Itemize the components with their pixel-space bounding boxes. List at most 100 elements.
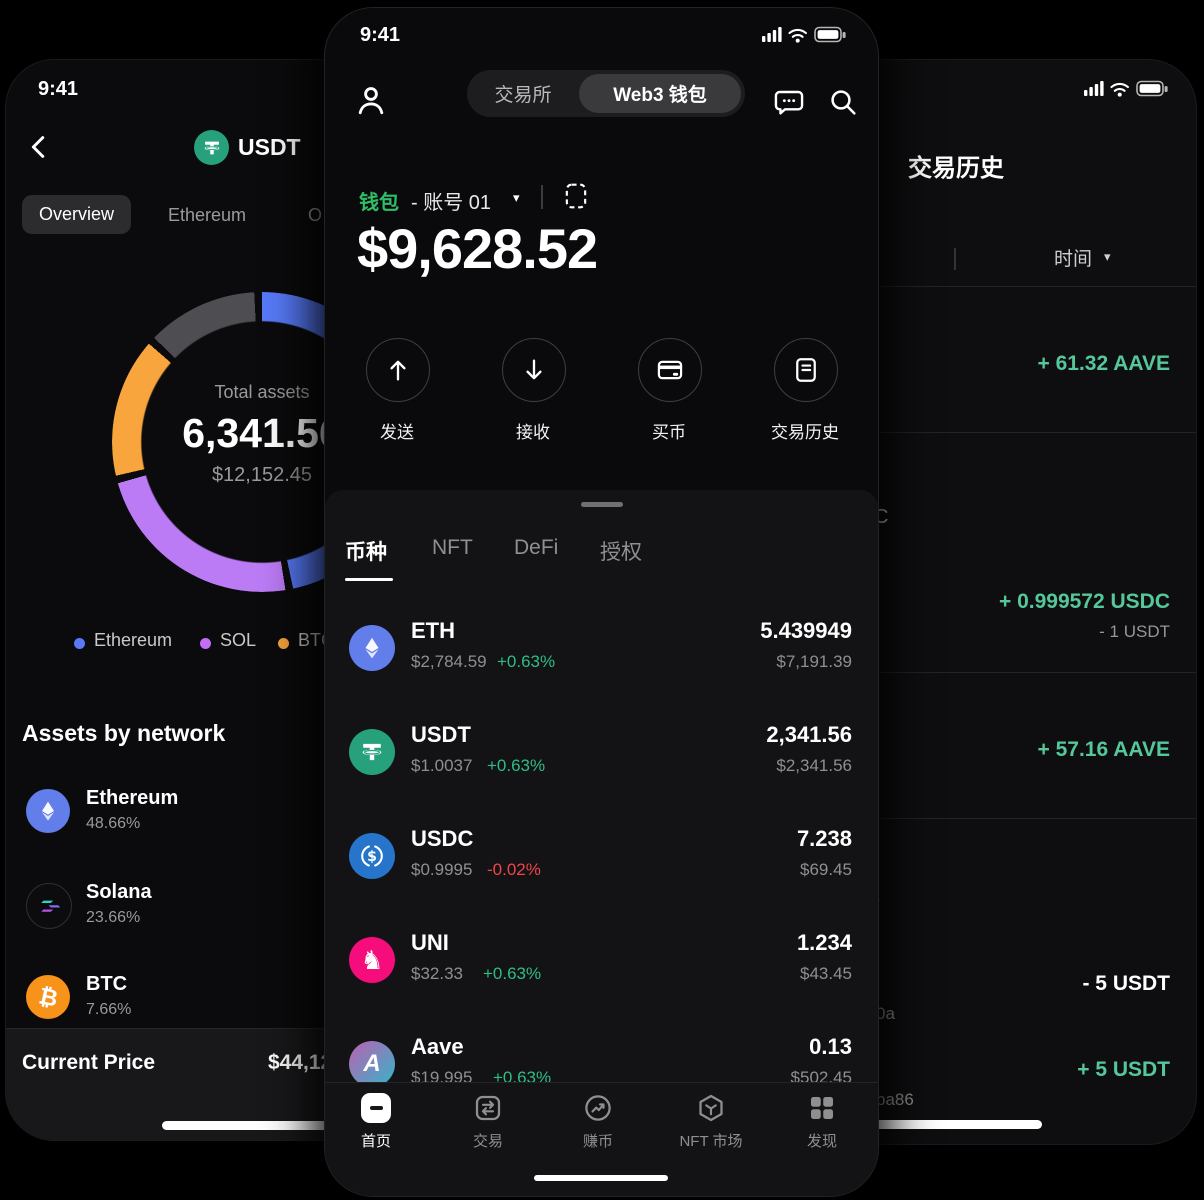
token-fiat: $2,341.56 <box>776 756 852 775</box>
token-fiat: $69.45 <box>800 860 852 879</box>
drag-handle[interactable] <box>581 502 623 507</box>
segment-web3-wallet[interactable]: Web3 钱包 <box>579 74 741 113</box>
wifi-icon <box>1110 82 1129 92</box>
network-name[interactable]: BTC <box>86 973 128 995</box>
token-change: -0.02% <box>487 860 541 879</box>
search-button[interactable] <box>827 86 859 118</box>
eth-icon <box>349 625 395 671</box>
legend-label-sol: SOL <box>220 630 257 650</box>
earn-icon <box>585 1095 611 1121</box>
battery-icon <box>1136 80 1168 97</box>
token-row-eth[interactable]: ETH $2,784.59 +0.63% 5.439949 $7,191.39 <box>325 596 878 700</box>
network-name[interactable]: Ethereum <box>86 787 179 809</box>
tab-coins[interactable]: 币种 <box>345 541 387 564</box>
token-row-usdc[interactable]: $ USDC $0.9995 -0.02% 7.238 $69.45 <box>325 804 878 908</box>
chat-icon <box>774 90 804 115</box>
arrow-up-icon <box>390 360 406 381</box>
send-button[interactable] <box>366 338 430 402</box>
tx-row[interactable]: + 57.16 AAVE <box>1037 738 1171 761</box>
token-amount: 2,341.56 <box>766 722 852 747</box>
btc-glyph: ₿ <box>36 981 60 1012</box>
uni-icon: ♞ <box>349 937 395 983</box>
home-indicator <box>162 1121 338 1130</box>
tx-row[interactable]: + 0.999572 USDC <box>998 590 1170 613</box>
tx-partial-address: 0a <box>876 1004 895 1023</box>
document-icon <box>796 358 816 382</box>
tab-partial[interactable]: O <box>308 205 323 225</box>
network-icon-ethereum <box>26 789 70 833</box>
nav-nft-market[interactable]: NFT 市场 <box>656 1093 766 1151</box>
account-caret-icon[interactable]: ▾ <box>513 190 520 205</box>
time-filter[interactable]: 时间 <box>1054 249 1093 270</box>
tab-overview[interactable]: Overview <box>22 195 132 234</box>
divider <box>541 185 543 209</box>
scan-icon <box>565 183 587 209</box>
history-button[interactable] <box>774 338 838 402</box>
nav-earn[interactable]: 赚币 <box>543 1093 653 1151</box>
total-balance: $9,628.52 <box>357 217 598 280</box>
back-button[interactable] <box>24 132 54 162</box>
grid-icon <box>811 1097 833 1119</box>
current-price-value: $44,12 <box>268 1051 333 1074</box>
network-name[interactable]: Solana <box>86 881 152 903</box>
buy-crypto-button[interactable] <box>638 338 702 402</box>
network-icon-solana <box>26 883 72 929</box>
token-row-aave[interactable]: A Aave $19.995 +0.63% 0.13 $502.45 <box>325 1012 878 1116</box>
receive-button[interactable] <box>502 338 566 402</box>
token-row-uni[interactable]: ♞ UNI $32.33 +0.63% 1.234 $43.45 <box>325 908 878 1012</box>
center-status-icons <box>762 26 848 44</box>
chat-button[interactable] <box>773 86 805 118</box>
left-status-time: 9:41 <box>38 78 79 100</box>
aave-glyph: A <box>363 1050 381 1077</box>
home-indicator <box>868 1120 1042 1129</box>
token-symbol: Aave <box>411 1034 464 1059</box>
svg-text:$: $ <box>367 849 377 865</box>
donut-center-fiat: $12,152.45 <box>211 464 313 486</box>
token-amount: 1.234 <box>796 930 852 955</box>
arrow-down-icon <box>526 359 542 380</box>
donut-center-label: Total assets <box>214 382 310 402</box>
tether-icon <box>194 130 229 165</box>
nav-label: 发现 <box>806 1133 837 1150</box>
nav-trade[interactable]: 交易 <box>433 1093 543 1151</box>
time-caret-icon[interactable]: ▾ <box>1104 249 1111 264</box>
chevron-left-icon <box>31 136 45 158</box>
tab-approvals[interactable]: 授权 <box>600 541 642 564</box>
home-icon <box>361 1093 391 1123</box>
filter-divider <box>954 248 956 270</box>
nav-label: 首页 <box>360 1133 391 1150</box>
wallet-label: 钱包 <box>359 192 399 214</box>
nav-label: 赚币 <box>582 1133 613 1150</box>
token-change: +0.63% <box>497 652 556 671</box>
profile-button[interactable] <box>353 82 389 118</box>
bottom-nav: 首页 交易 赚币 <box>325 1082 878 1196</box>
token-symbol: USDT <box>411 722 471 747</box>
nav-home[interactable]: 首页 <box>325 1093 431 1151</box>
account-selector[interactable]: - 账号 01 <box>411 192 492 214</box>
token-row-usdt[interactable]: USDT $1.0037 +0.63% 2,341.56 $2,341.56 <box>325 700 878 804</box>
segment-exchange[interactable]: 交易所 <box>494 85 552 106</box>
tx-row-sub: - 1 USDT <box>1099 622 1170 641</box>
tab-ethereum[interactable]: Ethereum <box>168 205 247 225</box>
action-label: 发送 <box>380 423 414 442</box>
token-amount: 7.238 <box>796 826 852 851</box>
nav-discover[interactable]: 发现 <box>767 1093 877 1151</box>
token-fiat: $7,191.39 <box>776 652 852 671</box>
tx-row[interactable]: + 61.32 AAVE <box>1037 352 1171 375</box>
tab-defi[interactable]: DeFi <box>514 536 559 559</box>
search-icon <box>831 90 856 115</box>
card-icon <box>657 360 683 380</box>
scan-button[interactable] <box>563 182 589 210</box>
swap-icon <box>475 1095 501 1121</box>
tab-nft[interactable]: NFT <box>432 536 473 559</box>
token-symbol: UNI <box>411 930 449 955</box>
center-status-time: 9:41 <box>360 24 401 46</box>
battery-icon <box>814 26 846 43</box>
tx-row[interactable]: - 5 USDT <box>1082 972 1170 995</box>
tx-row[interactable]: + 5 USDT <box>1077 1058 1170 1081</box>
legend-dot-btc <box>278 638 289 649</box>
asset-sheet: 币种 NFT DeFi 授权 ETH $2,784.59 +0.63% 5.43… <box>325 490 878 1196</box>
center-phone: 9:41 <box>325 8 878 1196</box>
segmented-control: 交易所 Web3 钱包 <box>467 70 745 117</box>
